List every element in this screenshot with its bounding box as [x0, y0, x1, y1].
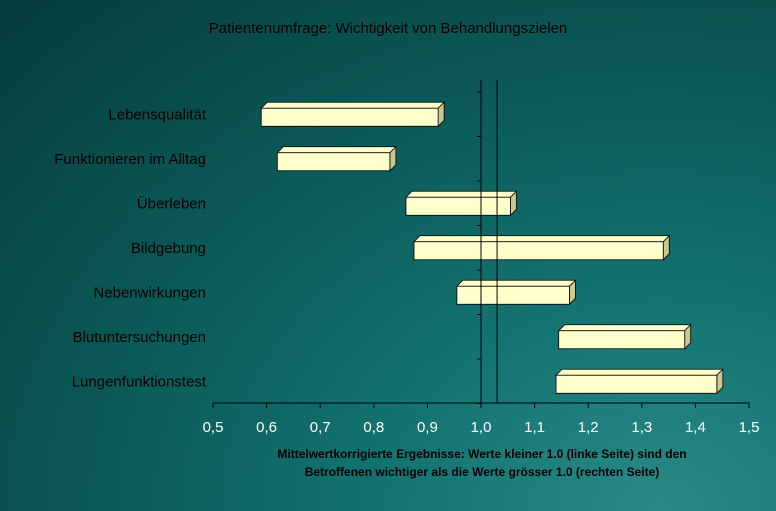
x-tick-label: 0,8	[363, 419, 384, 436]
annotation-line-2: Betroffenen wichtiger als die Werte grös…	[305, 465, 660, 479]
x-tick-label: 0,9	[417, 419, 438, 436]
bar-top	[260, 101, 446, 109]
annotation-line-1: Mittelwertkorrigierte Ergebnisse: Werte …	[277, 447, 686, 461]
x-tick-label: 0,5	[203, 419, 224, 436]
x-tick-label: 0,7	[310, 419, 331, 436]
bar	[276, 152, 391, 172]
category-label: Blutuntersuchungen	[73, 329, 206, 346]
x-tick-label: 1,5	[739, 419, 760, 436]
bar	[558, 330, 686, 350]
x-tick-label: 1,2	[578, 419, 599, 436]
x-tick-label: 0,6	[256, 419, 277, 436]
bar-top	[404, 190, 518, 198]
x-tick-label: 1,1	[524, 419, 545, 436]
category-label: Lebensqualität	[108, 106, 206, 123]
category-label: Lungenfunktionstest	[72, 373, 207, 390]
x-tick-label: 1,3	[631, 419, 652, 436]
bar-top	[413, 235, 671, 243]
bar-top	[555, 368, 724, 376]
category-label: Nebenwirkungen	[93, 284, 206, 301]
x-tick-label: 1,4	[685, 419, 706, 436]
bar	[555, 374, 718, 394]
bar	[405, 196, 511, 216]
plot-area: Lebensqualität Funktionieren im Alltag Übe…	[54, 80, 759, 436]
category-label: Funktionieren im Alltag	[54, 151, 206, 168]
bar	[456, 285, 570, 305]
bar	[413, 241, 664, 261]
bar-top	[455, 279, 577, 287]
category-label: Überleben	[137, 194, 206, 212]
bar	[260, 107, 439, 127]
bar-top	[557, 324, 692, 332]
x-tick-label: 1,0	[471, 419, 492, 436]
category-label: Bildgebung	[131, 240, 206, 257]
chart-title: Patientenumfrage: Wichtigkeit von Behand…	[209, 20, 568, 37]
bar-top	[276, 146, 397, 154]
